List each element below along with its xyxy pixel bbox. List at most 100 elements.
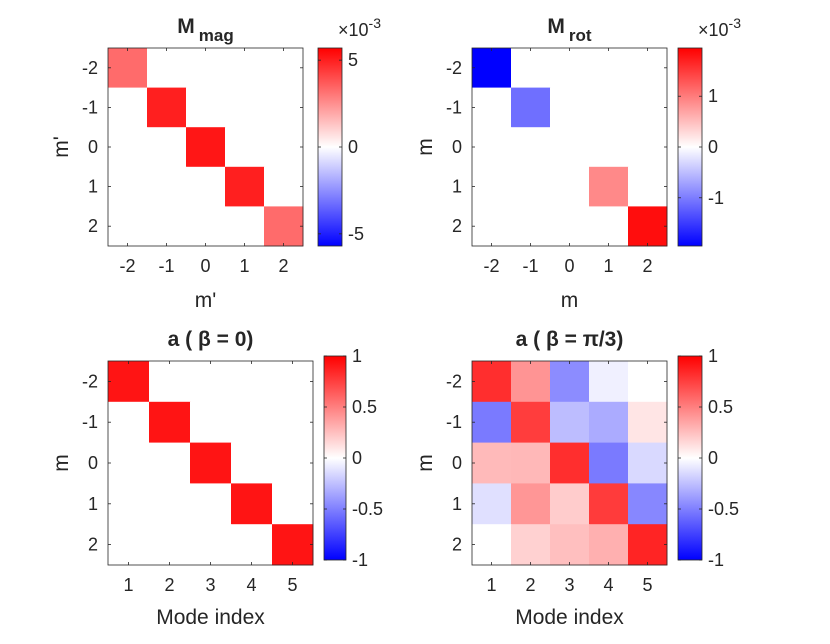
heatmap-cell [511, 206, 551, 247]
heatmap-cell [147, 206, 187, 247]
heatmap-cell [108, 127, 148, 168]
heatmap-cell [147, 127, 187, 168]
heatmap-cell [472, 87, 512, 128]
colorbar-exponent: ×10-3 [338, 15, 381, 40]
heatmap-cell [589, 48, 629, 88]
colorbar-tick-label: 0 [348, 137, 358, 157]
heatmap-cell [589, 401, 629, 443]
colorbar-tick-label: -0.5 [708, 499, 739, 519]
heatmap-cell [472, 48, 512, 88]
heatmap-cell [589, 127, 629, 168]
chart-title: a ( β = π/3) [516, 328, 624, 351]
chart-title-subscript: mag [199, 26, 234, 45]
panel-1: -2 -1 0 1 2 -2 -1 0 1 2 m' m' M mag -5 0 5 ×10-3 [50, 15, 381, 312]
colorbar [323, 355, 347, 561]
y-tick-label: 2 [452, 216, 462, 236]
x-tick-label: 1 [486, 575, 496, 595]
heatmap-cell [628, 524, 668, 566]
heatmap-cell [225, 127, 265, 168]
x-tick-label: 0 [564, 256, 574, 276]
heatmap-cell [108, 206, 148, 247]
y-tick-label: 1 [88, 177, 98, 197]
heatmap-cell [550, 442, 590, 484]
heatmap-cell [589, 166, 629, 207]
heatmap-cell [190, 524, 232, 566]
heatmap-cell [264, 87, 304, 128]
x-axis-label: m [561, 289, 579, 312]
colorbar-tick-label: -1 [352, 550, 368, 570]
chart-title: a ( β = 0) [168, 328, 254, 351]
colorbar [317, 47, 343, 247]
x-tick-label: 5 [287, 575, 297, 595]
heatmap-cell [472, 524, 512, 566]
x-tick-label: 2 [642, 256, 652, 276]
heatmap-cell [231, 442, 273, 484]
x-tick-label: 4 [246, 575, 256, 595]
heatmap-cell [472, 127, 512, 168]
heatmap-cell [628, 166, 668, 207]
heatmap-cell [550, 48, 590, 88]
heatmap-cell [628, 361, 668, 403]
x-tick-label: -1 [158, 256, 174, 276]
heatmap-cell [511, 524, 551, 566]
y-tick-label: -1 [82, 97, 98, 117]
panel-4: 1 2 3 4 5 -2 -1 0 1 2 Mode index m a ( β = π/3) -1 -0.… [414, 328, 739, 629]
heatmap-cell [225, 87, 265, 128]
heatmap-cell [472, 166, 512, 207]
x-axis-label: m' [195, 289, 217, 312]
panel-2: -2 -1 0 1 2 -2 -1 0 1 2 m m M rot -1 0 1 ×10-3 [414, 15, 741, 312]
colorbar-tick-label: -5 [348, 224, 364, 244]
heatmap-cell [628, 483, 668, 525]
heatmap-cell [231, 524, 273, 566]
x-axis-label: Mode index [515, 606, 624, 629]
heatmap-cell [149, 401, 191, 443]
chart-title-subscript: rot [569, 26, 592, 45]
colorbar-exponent: ×10-3 [698, 15, 741, 40]
heatmap-cell [511, 48, 551, 88]
y-tick-label: 0 [452, 137, 462, 157]
colorbar [677, 47, 703, 247]
heatmap-cell [472, 442, 512, 484]
heatmap-cell [190, 483, 232, 525]
heatmap-cell [589, 483, 629, 525]
y-tick-label: 2 [88, 535, 98, 555]
heatmap-cell [264, 48, 304, 88]
heatmap-cell [272, 401, 314, 443]
heatmap-cell [108, 361, 150, 403]
colorbar-tick-label: -0.5 [352, 499, 383, 519]
colorbar [677, 355, 703, 561]
heatmap-cell [225, 206, 265, 247]
y-tick-label: -2 [446, 371, 462, 391]
y-tick-label: -2 [446, 58, 462, 78]
heatmap-cell [472, 361, 512, 403]
colorbar-exponent-power: -3 [369, 15, 382, 31]
x-axis-label: Mode index [156, 606, 265, 629]
y-tick-label: 1 [88, 494, 98, 514]
x-tick-label: 3 [564, 575, 574, 595]
heatmap-cell [190, 361, 232, 403]
heatmap-cell [264, 127, 304, 168]
y-tick-label: 2 [88, 216, 98, 236]
heatmap-cell [550, 361, 590, 403]
x-tick-label: -2 [483, 256, 499, 276]
heatmap-cell [149, 442, 191, 484]
heatmap-cell [628, 127, 668, 168]
heatmap-cell [550, 166, 590, 207]
x-tick-label: -2 [119, 256, 135, 276]
y-tick-label: 0 [88, 137, 98, 157]
heatmap-cell [628, 48, 668, 88]
heatmap-cell [108, 401, 150, 443]
x-tick-label: 2 [164, 575, 174, 595]
heatmap-cell [186, 166, 226, 207]
heatmap-cell [628, 87, 668, 128]
x-tick-label: 0 [200, 256, 210, 276]
x-tick-label: -1 [522, 256, 538, 276]
x-tick-label: 2 [278, 256, 288, 276]
heatmap-cell [147, 48, 187, 88]
colorbar-tick-label: 0 [708, 137, 718, 157]
y-tick-label: -2 [82, 58, 98, 78]
heatmap-cell [225, 48, 265, 88]
colorbar-exponent-power: -3 [729, 15, 742, 31]
